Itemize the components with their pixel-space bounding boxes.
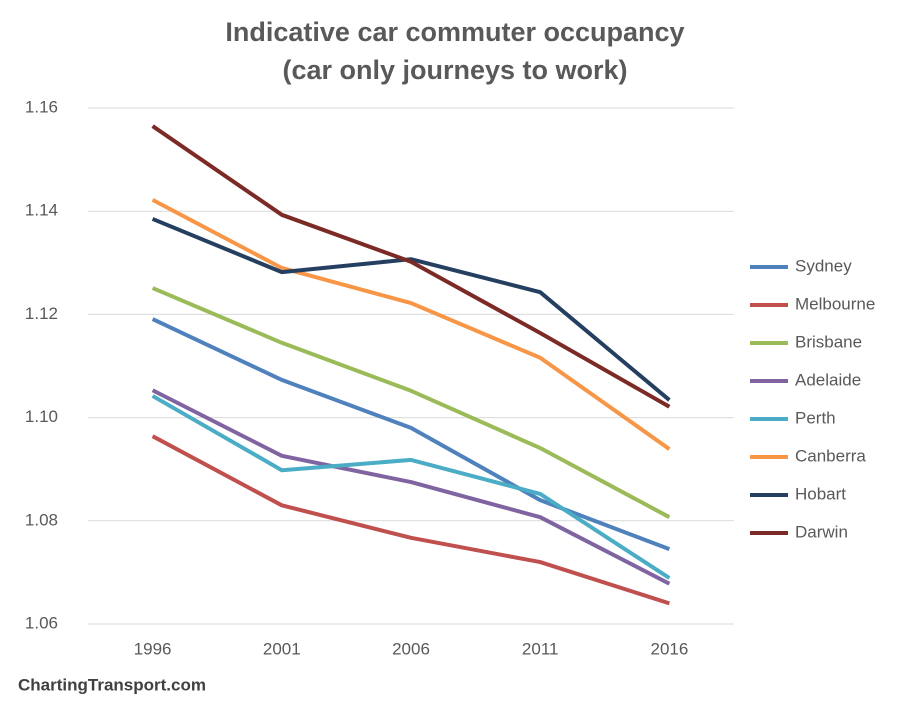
legend-label: Sydney xyxy=(795,256,852,275)
legend-label: Canberra xyxy=(795,446,866,465)
y-tick-label: 1.08 xyxy=(25,510,58,529)
y-tick-label: 1.12 xyxy=(25,304,58,323)
legend-label: Adelaide xyxy=(795,370,861,389)
series-line xyxy=(151,317,671,552)
series-line xyxy=(151,286,671,519)
x-tick-label: 2011 xyxy=(522,639,559,658)
y-tick-label: 1.10 xyxy=(25,407,58,426)
y-tick-label: 1.14 xyxy=(25,201,58,220)
y-tick-label: 1.16 xyxy=(25,97,58,116)
series-line xyxy=(151,394,671,580)
chart-title: Indicative car commuter occupancy xyxy=(225,17,684,47)
x-tick-label: 2006 xyxy=(392,639,430,658)
x-tick-label: 2016 xyxy=(650,639,688,658)
series-line xyxy=(151,388,671,586)
legend-label: Brisbane xyxy=(795,332,862,351)
legend-label: Hobart xyxy=(795,484,846,503)
x-tick-label: 1996 xyxy=(134,639,172,658)
series-line xyxy=(151,124,671,409)
source: ChartingTransport.com xyxy=(18,675,206,694)
legend-label: Perth xyxy=(795,408,836,427)
y-tick-label: 1.06 xyxy=(25,613,58,632)
series-line xyxy=(151,217,671,402)
series-line xyxy=(151,434,671,606)
x-tick-label: 2001 xyxy=(263,639,301,658)
legend-label: Melbourne xyxy=(795,294,875,313)
series-line xyxy=(151,198,671,451)
chart-subtitle: (car only journeys to work) xyxy=(282,55,627,85)
legend-label: Darwin xyxy=(795,522,848,541)
